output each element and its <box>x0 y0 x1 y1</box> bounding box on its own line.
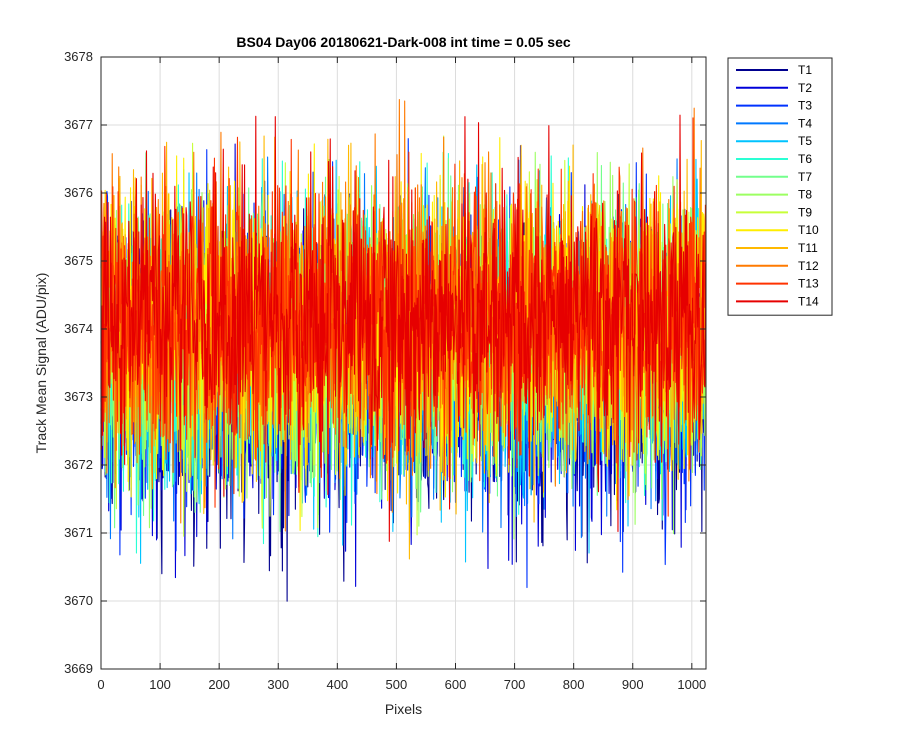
legend: T1 T2 T3 T4 T5 T6 T7 T8 T9 T10 T11 T12 T13 T14 <box>727 57 833 316</box>
legend-label: T2 <box>798 81 812 95</box>
x-tick-label: 300 <box>267 677 289 692</box>
y-axis-label: Track Mean Signal (ADU/pix) <box>33 273 49 454</box>
legend-item: T1 <box>736 63 812 77</box>
legend-label: T6 <box>798 152 812 166</box>
legend-box <box>727 57 833 316</box>
legend-label: T9 <box>798 205 812 219</box>
legend-item: T5 <box>736 134 812 148</box>
legend-label: T14 <box>798 294 819 308</box>
series-lines <box>100 99 706 602</box>
y-tick-label: 3676 <box>64 185 93 200</box>
legend-label: T11 <box>798 241 818 255</box>
legend-item: T3 <box>736 99 812 113</box>
legend-item: T4 <box>736 116 812 130</box>
legend-label: T7 <box>798 170 812 184</box>
x-tick-label: 500 <box>386 677 408 692</box>
ticks: 0 100 200 300 400 500 600 700 800 900 1000 3669 3670… <box>64 49 706 692</box>
legend-label: T3 <box>798 99 812 113</box>
legend-item: T12 <box>736 259 819 273</box>
x-tick-label: 700 <box>504 677 526 692</box>
legend-label: T8 <box>798 188 812 202</box>
y-tick-label: 3677 <box>64 117 93 132</box>
legend-label: T12 <box>798 259 819 273</box>
legend-item: T10 <box>736 223 819 237</box>
legend-item: T14 <box>736 294 819 308</box>
y-tick-label: 3674 <box>64 321 93 336</box>
y-tick-label: 3670 <box>64 593 93 608</box>
y-tick-label: 3673 <box>64 389 93 404</box>
y-tick-label: 3675 <box>64 253 93 268</box>
y-tick-label: 3669 <box>64 661 93 676</box>
x-tick-label: 100 <box>149 677 171 692</box>
legend-item: T6 <box>736 152 812 166</box>
x-tick-label: 200 <box>208 677 230 692</box>
legend-label: T5 <box>798 134 812 148</box>
x-axis-label: Pixels <box>385 701 422 717</box>
x-tick-label: 900 <box>622 677 644 692</box>
legend-item: T9 <box>736 205 812 219</box>
x-tick-label: 600 <box>445 677 467 692</box>
y-tick-label: 3672 <box>64 457 93 472</box>
x-tick-label: 0 <box>97 677 104 692</box>
legend-label: T13 <box>798 277 819 291</box>
legend-item: T13 <box>736 277 819 291</box>
x-tick-label: 800 <box>563 677 585 692</box>
axes-box <box>100 56 707 670</box>
legend-item: T8 <box>736 188 812 202</box>
legend-label: T10 <box>798 223 819 237</box>
legend-label: T4 <box>798 116 812 130</box>
legend-item: T7 <box>736 170 812 184</box>
y-tick-label: 3671 <box>64 525 93 540</box>
y-tick-label: 3678 <box>64 49 93 64</box>
series-line-t14 <box>100 114 706 542</box>
legend-item: T11 <box>736 241 818 255</box>
legend-item: T2 <box>736 81 812 95</box>
legend-label: T1 <box>798 63 812 77</box>
x-tick-label: 1000 <box>677 677 706 692</box>
x-tick-label: 400 <box>326 677 348 692</box>
chart-title: BS04 Day06 20180621-Dark-008 int time = … <box>236 34 570 50</box>
